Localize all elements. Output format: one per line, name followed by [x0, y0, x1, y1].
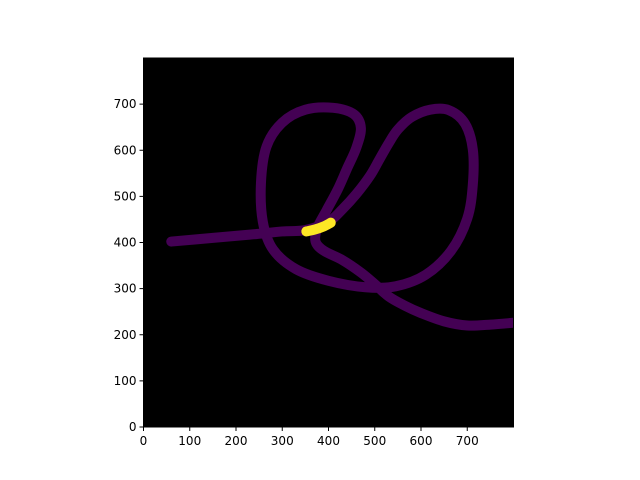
data-path: [166, 102, 514, 331]
axes: 0 100 200 300 400 500 600 700 0 100 200 300 400 500 60…: [114, 57, 514, 448]
x-tick-label: 100: [178, 434, 201, 448]
y-tick-label: 400: [114, 236, 137, 250]
y-tick-label: 100: [114, 374, 137, 388]
y-tick-label: 500: [114, 189, 137, 203]
y-tick-label: 300: [114, 282, 137, 296]
y-tick-label: 600: [114, 143, 137, 157]
x-tick-label: 700: [456, 434, 479, 448]
x-tick-label: 200: [225, 434, 248, 448]
highlight-segment: [301, 217, 336, 237]
x-tick-label: 400: [317, 434, 340, 448]
data-path-layer: [166, 102, 514, 331]
y-tick-label: 200: [114, 328, 137, 342]
y-tick-label: 0: [129, 420, 137, 434]
x-tick-label: 500: [363, 434, 386, 448]
x-tick-label: 600: [410, 434, 433, 448]
y-tick-label: 700: [114, 97, 137, 111]
x-tick-label: 300: [271, 434, 294, 448]
x-tick-label: 0: [140, 434, 148, 448]
